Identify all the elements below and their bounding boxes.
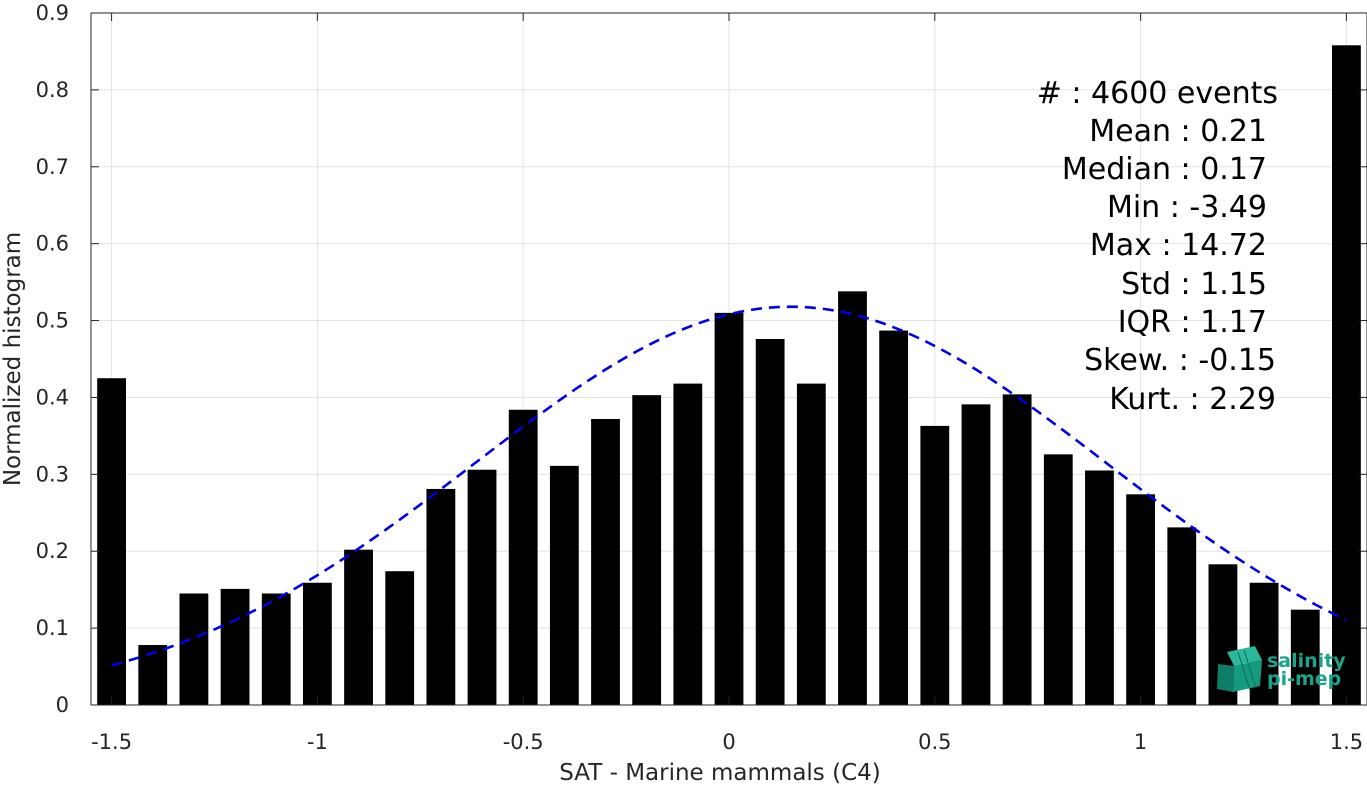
x-tick-label: 0.5 <box>918 730 951 754</box>
histogram-bar <box>1085 470 1114 705</box>
histogram-bar <box>179 593 209 705</box>
histogram-bar <box>1043 454 1073 705</box>
histogram-bar <box>508 409 538 705</box>
stat-iqr: IQR : 1.17 <box>1118 305 1267 340</box>
histogram-bar <box>344 549 373 705</box>
x-tick-label: 0 <box>722 730 735 754</box>
histogram-bar <box>920 425 950 705</box>
stat-std: Std : 1.15 <box>1121 267 1267 302</box>
cube-logo-icon <box>1217 646 1262 692</box>
y-tick-label: 0.7 <box>36 155 69 179</box>
stat-min: Min : -3.49 <box>1107 190 1267 225</box>
histogram-bar <box>426 488 456 705</box>
x-tick-label: -0.5 <box>503 730 544 754</box>
histogram-bar <box>838 291 867 705</box>
histogram-bar <box>385 571 415 705</box>
histogram-bar <box>97 378 126 705</box>
histogram-bars <box>97 45 1361 705</box>
stats-box: # : 4600 events Mean : 0.21 Median : 0.1… <box>1037 76 1278 417</box>
y-tick-label: 0.5 <box>36 309 69 333</box>
y-tick-label: 0.2 <box>36 539 69 563</box>
x-axis-label: SAT - Marine mammals (C4) <box>559 760 881 785</box>
histogram-bar <box>1002 394 1032 705</box>
histogram-bar <box>591 418 620 705</box>
stat-max: Max : 14.72 <box>1090 228 1267 263</box>
histogram-bar <box>1290 609 1320 705</box>
histogram-bar <box>714 312 744 705</box>
normal-fit-curve <box>111 305 1347 667</box>
histogram-bar <box>1126 494 1156 705</box>
y-tick-label: 0.6 <box>36 232 69 256</box>
y-tick-label: 0 <box>56 693 69 717</box>
x-tick-label: -1.5 <box>91 730 132 754</box>
histogram-bar <box>1167 527 1197 705</box>
y-tick-label: 0.8 <box>36 78 69 102</box>
y-tick-label: 0.3 <box>36 462 69 486</box>
y-axis-ticks: 0 0.1 0.2 0.3 0.4 0.5 0.6 0.7 0.8 0.9 <box>36 1 1367 717</box>
logo-salinity-text: salinity <box>1267 650 1346 672</box>
stat-mean: Mean : 0.21 <box>1089 114 1267 149</box>
histogram-bar <box>632 395 662 705</box>
histogram-bar <box>467 469 497 705</box>
histogram-bar <box>220 588 250 705</box>
histogram-bar <box>755 339 785 705</box>
y-tick-label: 0.4 <box>36 385 69 409</box>
histogram-bar <box>261 593 291 705</box>
histogram-bar <box>549 465 579 705</box>
salinity-pimep-logo: salinity pi-mep <box>1217 646 1346 692</box>
stat-events: # : 4600 events <box>1037 76 1278 111</box>
histogram-bar <box>1332 45 1361 705</box>
x-axis-ticks: -1.5 -1 -0.5 0 0.5 1 1.5 <box>91 13 1363 754</box>
histogram-bar <box>138 645 168 705</box>
y-axis-label: Normalized histogram <box>0 232 26 486</box>
x-tick-label: -1 <box>307 730 328 754</box>
histogram-bar <box>302 582 332 705</box>
y-tick-label: 0.1 <box>36 616 69 640</box>
x-tick-label: 1 <box>1134 730 1147 754</box>
stat-median: Median : 0.17 <box>1062 152 1267 187</box>
histogram-bar <box>673 383 703 705</box>
y-tick-label: 0.9 <box>36 1 69 25</box>
stat-kurt: Kurt. : 2.29 <box>1109 382 1276 417</box>
x-tick-label: 1.5 <box>1330 730 1363 754</box>
histogram-bar <box>796 383 826 705</box>
histogram-bar <box>879 330 909 705</box>
logo-pimep-text: pi-mep <box>1267 668 1341 690</box>
histogram-bar <box>961 404 991 705</box>
stat-skew: Skew. : -0.15 <box>1084 343 1276 378</box>
